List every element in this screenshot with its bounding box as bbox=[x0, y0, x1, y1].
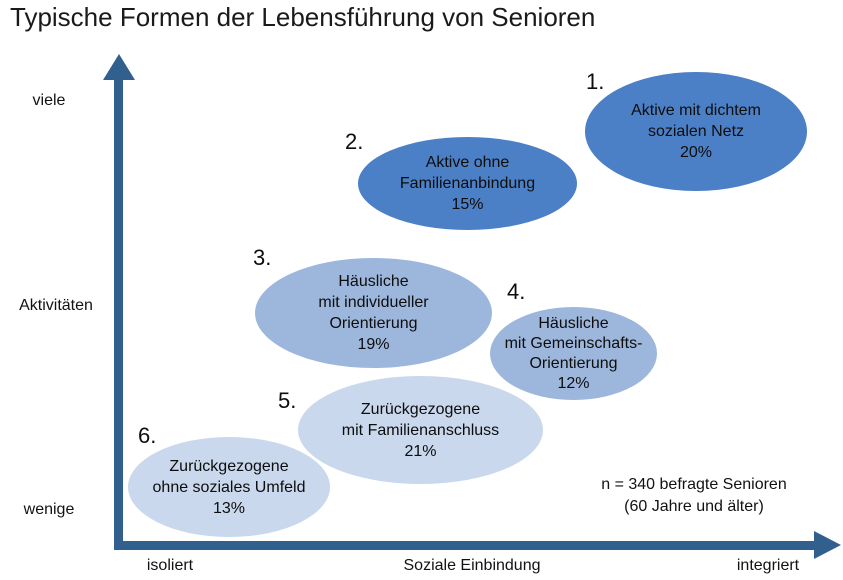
bubble-text-line: mit individueller bbox=[318, 294, 429, 311]
bubble-percentage: 19% bbox=[357, 336, 390, 353]
y-axis-title: Aktivitäten bbox=[19, 297, 93, 314]
sample-size-line: (60 Jahre und älter) bbox=[624, 498, 764, 515]
bubble-zurueckgezogene-mit-familienanschluss: Zurückgezogene mit Familienanschluss 21% bbox=[298, 376, 543, 484]
x-axis-line bbox=[114, 541, 816, 550]
bubble-text-line: sozialen Netz bbox=[647, 123, 745, 140]
bubble-number-label: 5. bbox=[278, 388, 297, 413]
bubble-text-line: Aktive mit dichtem bbox=[631, 102, 761, 119]
bubble-number-label: 3. bbox=[253, 245, 272, 270]
bubble-percentage: 15% bbox=[451, 196, 484, 213]
bubble-number-label: 6. bbox=[138, 423, 157, 448]
bubble-text-line: Aktive ohne bbox=[425, 154, 510, 171]
bubble-aktive-mit-dichtem-sozialen-netz: Aktive mit dichtem sozialen Netz 20% bbox=[585, 72, 807, 191]
x-axis-title: Soziale Einbindung bbox=[403, 557, 541, 574]
sample-size-note: n = 340 befragte Senioren (60 Jahre und … bbox=[574, 474, 814, 518]
bubble-aktive-ohne-familienanbindung: Aktive ohne Familienanbindung 15% bbox=[358, 137, 577, 230]
bubble-text-line: mit Gemeinschafts- bbox=[504, 334, 643, 352]
sample-size-line: n = 340 befragte Senioren bbox=[601, 476, 787, 493]
chart-title: Typische Formen der Lebensführung von Se… bbox=[10, 2, 596, 32]
bubble-percentage: 21% bbox=[404, 442, 437, 460]
bubble-haeusliche-mit-individueller-orientierung: Häusliche mit individueller Orientierung… bbox=[255, 258, 492, 368]
bubble-text-line: Orientierung bbox=[329, 315, 418, 332]
bubble-number-label: 2. bbox=[345, 129, 364, 154]
bubble-text-line: ohne soziales Umfeld bbox=[152, 478, 306, 496]
bubble-number-label: 4. bbox=[507, 279, 526, 304]
bubble-zurueckgezogene-ohne-soziales-umfeld: Zurückgezogene ohne soziales Umfeld 13% bbox=[128, 437, 330, 537]
x-axis-min-tick-label: isoliert bbox=[146, 557, 194, 574]
bubble-text-line: Orientierung bbox=[529, 354, 618, 372]
bubble-text-line: Zurückgezogene bbox=[360, 400, 481, 418]
bubble-text-line: mit Familienanschluss bbox=[341, 421, 500, 439]
bubble-percentage: 20% bbox=[679, 144, 713, 161]
bubble-text-line: Familienanbindung bbox=[399, 175, 536, 192]
bubble-text-line: Zurückgezogene bbox=[169, 457, 289, 475]
y-axis-min-tick-label: wenige bbox=[23, 501, 75, 518]
bubble-percentage: 13% bbox=[212, 499, 246, 517]
x-axis-arrowhead-icon bbox=[814, 531, 841, 559]
x-axis-max-tick-label: integriert bbox=[736, 557, 800, 574]
y-axis-line bbox=[114, 76, 123, 550]
bubble-text-line: Häusliche bbox=[538, 314, 609, 332]
y-axis-max-tick-label: viele bbox=[32, 92, 66, 109]
bubble-percentage: 12% bbox=[557, 374, 590, 392]
bubble-number-label: 1. bbox=[586, 69, 605, 94]
bubble-text-line: Häusliche bbox=[338, 273, 409, 290]
bubble-haeusliche-mit-gemeinschafts-orientierung: Häusliche mit Gemeinschafts- Orientierun… bbox=[490, 307, 657, 400]
y-axis-arrowhead-icon bbox=[103, 54, 135, 80]
